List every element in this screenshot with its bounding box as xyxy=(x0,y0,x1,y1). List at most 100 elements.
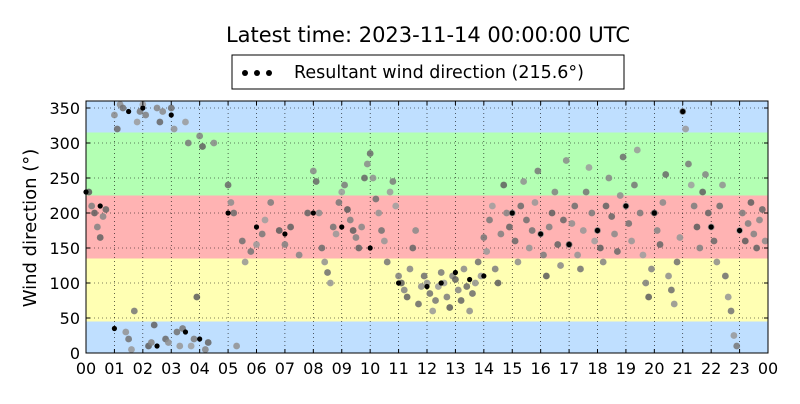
data-point xyxy=(605,174,613,182)
resultant-point xyxy=(651,210,657,216)
data-point xyxy=(480,234,488,241)
data-point xyxy=(119,104,127,112)
data-point xyxy=(241,258,249,266)
data-point xyxy=(324,269,331,276)
data-point xyxy=(710,237,718,245)
data-point xyxy=(426,290,434,297)
data-point xyxy=(335,199,343,206)
data-point xyxy=(96,234,104,241)
resultant-point xyxy=(225,210,231,216)
data-point xyxy=(184,139,192,147)
resultant-point xyxy=(452,269,459,276)
data-point xyxy=(466,307,474,315)
data-point xyxy=(193,293,201,301)
data-point xyxy=(102,206,110,213)
data-point xyxy=(295,251,303,259)
data-point xyxy=(611,230,618,238)
data-point xyxy=(753,244,761,252)
data-point xyxy=(196,132,204,140)
data-point xyxy=(625,220,633,227)
data-point xyxy=(506,223,513,231)
data-point xyxy=(400,286,408,294)
data-point xyxy=(716,202,724,210)
resultant-point xyxy=(680,108,686,115)
data-point xyxy=(540,251,547,259)
data-point xyxy=(599,258,607,266)
data-point xyxy=(378,227,385,234)
data-point xyxy=(585,164,593,171)
data-point xyxy=(577,265,584,273)
data-point xyxy=(542,272,550,280)
resultant-point xyxy=(623,203,629,209)
data-point xyxy=(304,209,312,217)
data-point xyxy=(747,199,755,206)
data-point xyxy=(395,272,402,280)
data-point xyxy=(346,216,354,224)
data-point xyxy=(596,244,604,252)
resultant-point xyxy=(395,280,402,286)
data-point xyxy=(267,199,275,206)
data-point xyxy=(287,223,294,231)
data-point xyxy=(452,276,459,283)
data-point xyxy=(548,209,556,217)
data-point xyxy=(318,244,326,252)
resultant-point xyxy=(111,325,118,332)
data-point xyxy=(474,258,482,266)
data-point xyxy=(261,216,269,224)
data-point xyxy=(554,241,562,248)
data-point xyxy=(111,111,118,119)
data-point xyxy=(682,125,689,133)
data-point xyxy=(88,202,96,210)
data-point xyxy=(756,216,763,224)
data-point xyxy=(420,272,428,280)
x-tick-label: 06 xyxy=(246,359,266,378)
data-point xyxy=(633,146,641,154)
resultant-point xyxy=(594,227,601,234)
resultant-point xyxy=(140,105,146,111)
data-point xyxy=(358,223,366,231)
data-point xyxy=(321,258,329,266)
x-tick-label: 18 xyxy=(587,359,607,378)
data-point xyxy=(730,332,738,339)
data-point xyxy=(488,202,496,210)
x-tick-label: 10 xyxy=(360,359,380,378)
x-tick-label: 05 xyxy=(218,359,238,378)
data-point xyxy=(332,230,340,238)
data-point xyxy=(429,307,437,315)
y-axis-ticks: 0 50 100 150 200 250 300 350 xyxy=(49,99,768,363)
y-tick-label: 250 xyxy=(49,169,80,188)
data-point xyxy=(656,241,664,248)
data-point xyxy=(463,283,471,290)
x-tick-label: 22 xyxy=(701,359,721,378)
data-point xyxy=(187,342,195,350)
data-point xyxy=(403,293,411,301)
data-point xyxy=(375,209,383,217)
x-tick-label: 04 xyxy=(189,359,209,378)
data-point xyxy=(170,125,178,133)
data-point xyxy=(628,237,635,245)
resultant-point xyxy=(197,336,203,342)
x-tick-label: 20 xyxy=(644,359,664,378)
x-tick-label: 07 xyxy=(275,359,295,378)
data-point xyxy=(739,209,746,217)
data-point xyxy=(344,206,351,213)
data-point xyxy=(582,188,590,196)
y-tick-label: 100 xyxy=(49,274,80,293)
data-point xyxy=(133,118,141,126)
x-tick-label: 00 xyxy=(76,359,96,378)
data-point xyxy=(733,342,741,350)
data-point xyxy=(699,188,707,196)
data-point xyxy=(341,181,348,189)
data-point xyxy=(560,216,567,224)
data-point xyxy=(523,216,530,224)
data-point xyxy=(91,209,98,217)
data-point xyxy=(642,279,650,287)
data-point xyxy=(380,237,388,245)
y-tick-label: 300 xyxy=(49,134,80,153)
data-point xyxy=(486,216,493,224)
data-point xyxy=(309,167,317,175)
data-point xyxy=(159,108,167,115)
data-point xyxy=(719,181,726,189)
direction-bands xyxy=(86,101,768,353)
data-point xyxy=(167,104,175,112)
